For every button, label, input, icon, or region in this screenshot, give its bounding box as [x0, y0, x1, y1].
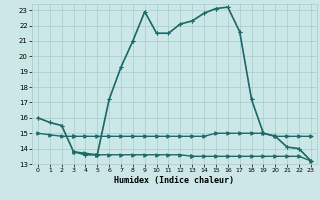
X-axis label: Humidex (Indice chaleur): Humidex (Indice chaleur)	[115, 176, 234, 185]
